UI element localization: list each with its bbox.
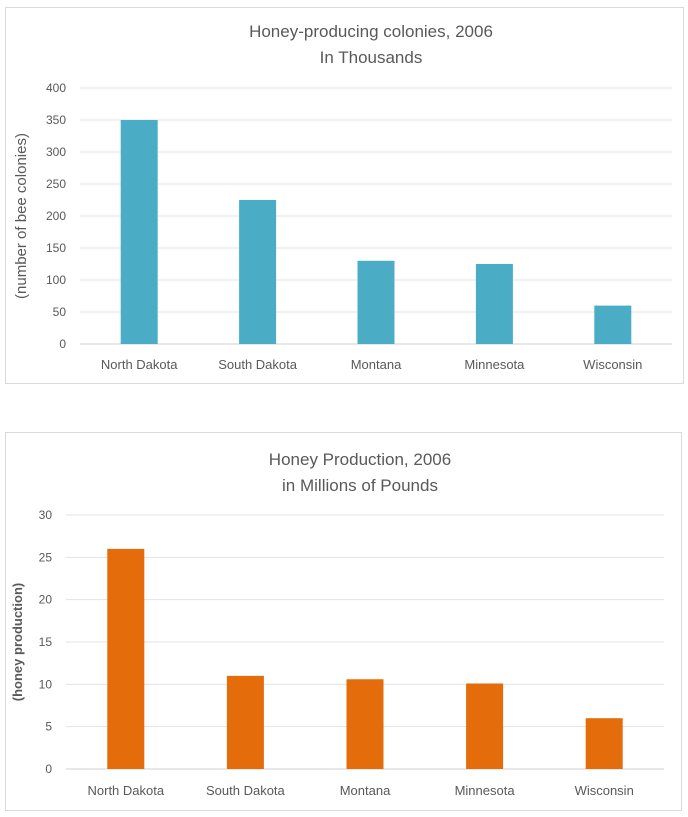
bar-south-dakota: [226, 675, 264, 769]
y-tick-label: 10: [39, 677, 53, 691]
y-tick-label: 30: [39, 508, 53, 522]
x-tick-label: Minnesota: [455, 783, 516, 798]
y-axis-label: (honey production): [10, 583, 25, 701]
x-tick-label: Wisconsin: [583, 357, 642, 372]
y-tick-label: 350: [46, 113, 66, 127]
bar-north-dakota: [107, 548, 145, 769]
bar-minnesota: [475, 264, 513, 344]
x-tick-label: Minnesota: [464, 357, 525, 372]
y-tick-label: 400: [46, 81, 66, 95]
y-tick-label: 25: [39, 550, 53, 564]
x-tick-label: North Dakota: [101, 357, 178, 372]
x-tick-label: South Dakota: [218, 357, 298, 372]
y-tick-label: 250: [46, 177, 66, 191]
y-tick-label: 50: [53, 305, 67, 319]
y-tick-label: 150: [46, 241, 66, 255]
chart-title: Honey Production, 2006: [269, 450, 451, 469]
bar-minnesota: [466, 683, 504, 769]
x-tick-label: Montana: [351, 357, 402, 372]
bar-montana: [346, 679, 384, 769]
y-tick-label: 300: [46, 145, 66, 159]
y-tick-label: 0: [45, 762, 52, 776]
bar-wisconsin: [585, 718, 623, 769]
x-tick-label: Wisconsin: [575, 783, 634, 798]
bar-wisconsin: [594, 305, 632, 344]
chart-subtitle: in Millions of Pounds: [282, 476, 438, 495]
x-tick-label: Montana: [340, 783, 391, 798]
y-tick-label: 0: [59, 337, 66, 351]
y-tick-label: 200: [46, 209, 66, 223]
chart-subtitle: In Thousands: [320, 48, 423, 67]
chart-title: Honey-producing colonies, 2006: [249, 22, 493, 41]
y-tick-label: 15: [39, 635, 53, 649]
y-tick-label: 100: [46, 273, 66, 287]
y-axis-label: (number of bee colonies): [13, 133, 30, 299]
x-tick-label: South Dakota: [206, 783, 286, 798]
y-tick-label: 5: [45, 720, 52, 734]
bar-montana: [357, 260, 395, 344]
bar-south-dakota: [239, 200, 277, 344]
x-tick-label: North Dakota: [88, 783, 165, 798]
colonies-chart-frame: [5, 7, 684, 384]
bar-north-dakota: [120, 120, 158, 344]
y-tick-label: 20: [39, 593, 53, 607]
